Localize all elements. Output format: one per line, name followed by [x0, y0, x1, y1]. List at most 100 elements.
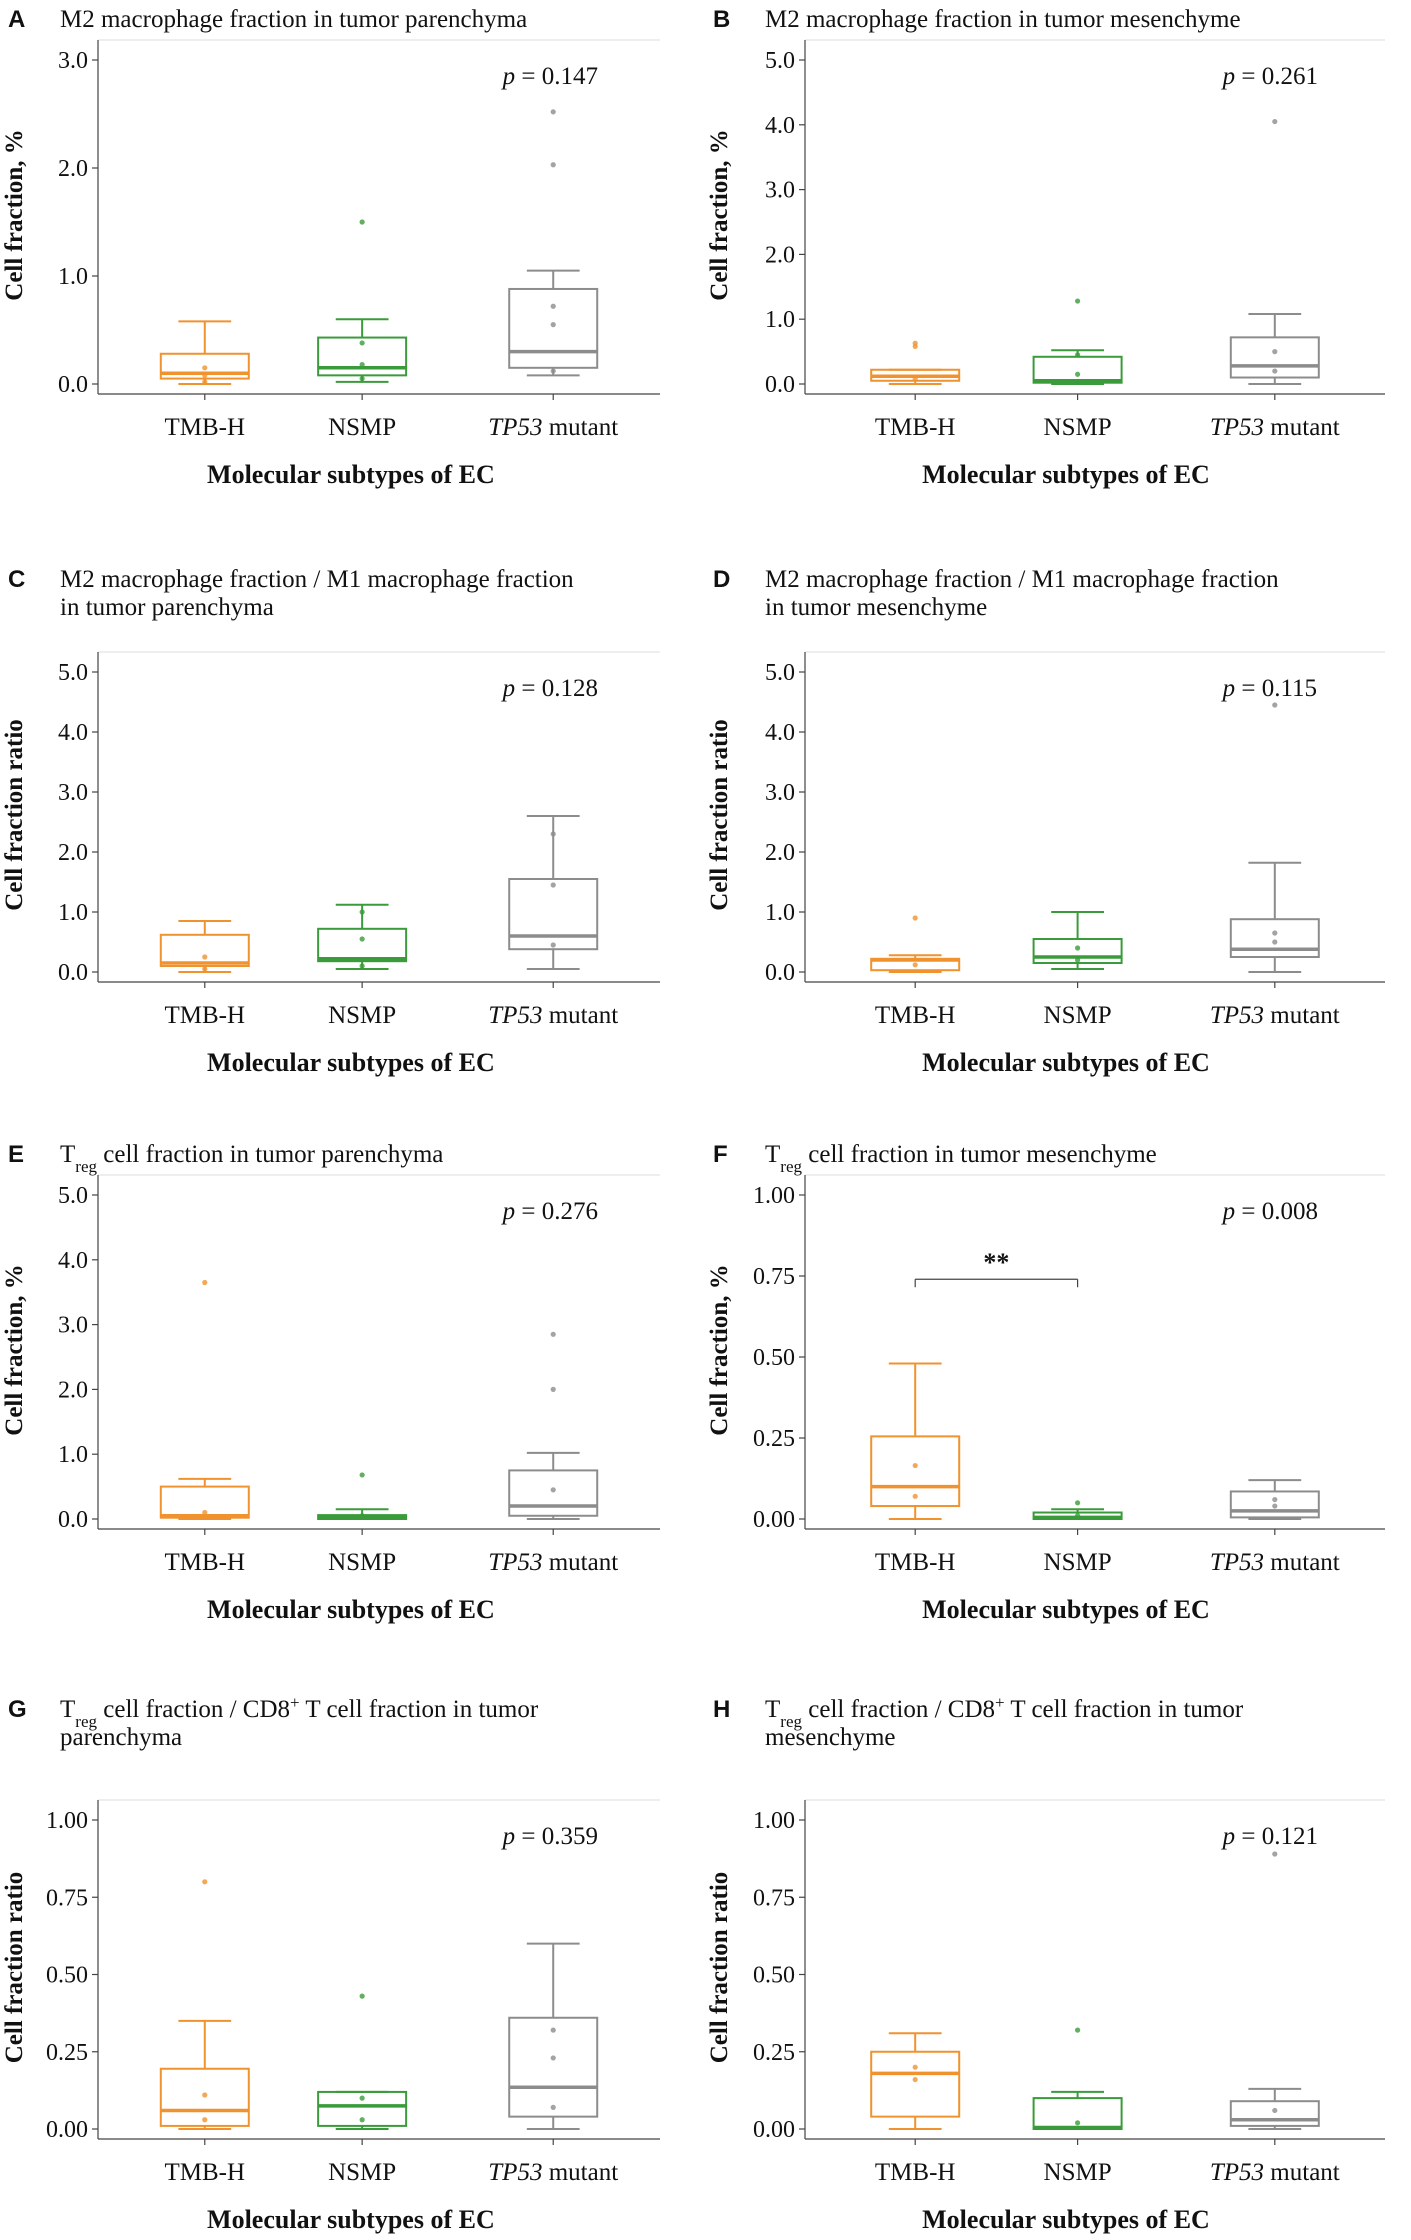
- panel-title-line: mesenchyme: [765, 1724, 896, 1751]
- panel-letter: H: [713, 1696, 730, 1723]
- x-axis-label: Molecular subtypes of EC: [207, 2205, 495, 2234]
- data-point: [359, 2117, 365, 2123]
- y-tick-label: 0.50: [753, 1345, 795, 1371]
- x-tick-label: TP53 mutant: [1210, 1549, 1340, 1576]
- panel-d: D M2 macrophage fraction / M1 macrophage …: [706, 566, 1385, 1077]
- p-value-label: p = 0.276: [501, 1198, 598, 1225]
- y-tick-label: 2.0: [765, 242, 795, 268]
- box-tp53: [1229, 1479, 1320, 1520]
- y-tick-label: 4.0: [765, 113, 795, 139]
- title-subscript: reg: [780, 1157, 802, 1176]
- box-tp53: [508, 1331, 599, 1520]
- data-point: [359, 909, 365, 915]
- p-value-label: p = 0.128: [501, 675, 598, 702]
- x-tick-label: TMB-H: [875, 2159, 956, 2186]
- category-name: TMB-H: [164, 1549, 245, 1576]
- data-point: [359, 936, 365, 942]
- data-point: [550, 882, 556, 888]
- box-iqr: [1229, 1490, 1320, 1519]
- box-iqr: [508, 2016, 599, 2118]
- y-tick-label: 2.0: [58, 156, 88, 182]
- x-tick-label: TP53 mutant: [1210, 1002, 1340, 1029]
- category-name: TP53: [488, 2159, 542, 2186]
- panel-c: C M2 macrophage fraction / M1 macrophage …: [1, 566, 660, 1077]
- data-point: [1075, 371, 1081, 377]
- p-value: = 0.147: [515, 63, 598, 90]
- y-tick-label: 0.0: [58, 372, 88, 398]
- p-value: = 0.276: [515, 1198, 598, 1225]
- box-iqr: [159, 1485, 250, 1519]
- y-tick-label: 2.0: [58, 1377, 88, 1403]
- y-tick-label: 1.0: [58, 1442, 88, 1468]
- title-rest: cell fraction / CD8: [97, 1696, 290, 1723]
- x-tick-label: NSMP: [328, 1549, 396, 1576]
- box-tmb: [159, 320, 250, 385]
- box-iqr: [508, 287, 599, 369]
- p-symbol: p: [501, 1198, 516, 1225]
- category-suffix: mutant: [542, 1549, 618, 1576]
- panel-title-line: Treg cell fraction / CD8+ T cell fractio…: [765, 1693, 1244, 1731]
- data-point: [202, 2117, 208, 2123]
- y-tick-label: 0.50: [753, 1963, 795, 1989]
- category-suffix: mutant: [1264, 1002, 1340, 1029]
- panel-title-line: in tumor parenchyma: [60, 594, 274, 621]
- panel-letter: D: [713, 566, 730, 593]
- box-tp53: [508, 1942, 599, 2130]
- title-rest: cell fraction in tumor parenchyma: [97, 1141, 443, 1168]
- data-point: [550, 109, 556, 115]
- data-point: [202, 372, 208, 378]
- y-tick-label: 3.0: [58, 48, 88, 74]
- x-tick-label: NSMP: [1044, 1549, 1112, 1576]
- x-tick-label: NSMP: [1044, 414, 1112, 441]
- y-axis-label: Cell fraction ratio: [706, 719, 733, 911]
- box-iqr: [508, 1469, 599, 1517]
- y-tick-label: 1.0: [58, 900, 88, 926]
- y-axis-label: Cell fraction, %: [706, 1264, 733, 1435]
- x-tick-label: TP53 mutant: [1210, 414, 1340, 441]
- p-value-label: p = 0.261: [1221, 63, 1318, 90]
- y-tick-label: 0.75: [753, 1885, 795, 1911]
- data-point: [550, 942, 556, 948]
- y-tick-label: 5.0: [765, 48, 795, 74]
- data-point: [912, 1493, 918, 1499]
- data-point: [550, 2027, 556, 2033]
- x-tick-label: TP53 mutant: [488, 414, 618, 441]
- p-value: = 0.115: [1235, 675, 1317, 702]
- x-tick-label: TMB-H: [164, 1549, 245, 1576]
- panel-title-line: Treg cell fraction in tumor mesenchyme: [765, 1141, 1157, 1176]
- category-suffix: mutant: [1264, 414, 1340, 441]
- x-tick-label: TP53 mutant: [1210, 2159, 1340, 2186]
- box-nsmp: [1032, 911, 1123, 970]
- x-axis-label: Molecular subtypes of EC: [207, 1595, 495, 1624]
- title-rest: cell fraction in tumor mesenchyme: [802, 1141, 1157, 1168]
- data-point: [1075, 1513, 1081, 1519]
- box-iqr: [1229, 918, 1320, 959]
- data-point: [202, 365, 208, 371]
- title-main: mesenchyme: [765, 1724, 896, 1751]
- data-point: [1075, 1500, 1081, 1506]
- y-tick-label: 0.0: [58, 1507, 88, 1533]
- y-tick-label: 5.0: [765, 660, 795, 686]
- y-tick-label: 0.75: [753, 1264, 795, 1290]
- data-point: [202, 1279, 208, 1286]
- box-tmb: [870, 340, 961, 385]
- y-tick-label: 3.0: [58, 780, 88, 806]
- box-nsmp: [317, 1993, 408, 2130]
- p-value-label: p = 0.115: [1221, 675, 1317, 702]
- data-point: [550, 831, 556, 837]
- box-iqr: [870, 1435, 961, 1508]
- p-symbol: p: [1221, 1823, 1236, 1850]
- panel-b: B M2 macrophage fraction in tumor mesench…: [706, 6, 1385, 489]
- p-value-label: p = 0.008: [1221, 1198, 1318, 1225]
- box-iqr: [317, 2090, 408, 2127]
- box-nsmp: [317, 903, 408, 970]
- data-point: [359, 1472, 365, 1478]
- box-nsmp: [317, 219, 408, 383]
- significance-label: **: [983, 1248, 1009, 1277]
- data-point: [1272, 368, 1278, 374]
- box-iqr: [317, 336, 408, 377]
- category-name: TMB-H: [164, 2159, 245, 2186]
- title-rest: cell fraction / CD8: [802, 1696, 995, 1723]
- category-suffix: mutant: [542, 2159, 618, 2186]
